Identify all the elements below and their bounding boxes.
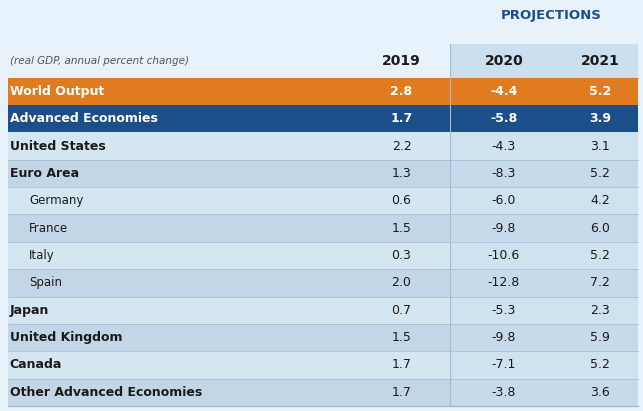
Text: 2021: 2021 [581,54,619,68]
FancyBboxPatch shape [8,269,638,296]
Text: -4.3: -4.3 [492,140,516,152]
FancyBboxPatch shape [449,269,638,296]
Text: 3.6: 3.6 [590,386,610,399]
Text: 7.2: 7.2 [590,276,610,289]
FancyBboxPatch shape [449,132,638,160]
Text: Spain: Spain [29,276,62,289]
Text: -9.8: -9.8 [492,222,516,235]
Text: Germany: Germany [29,194,84,207]
Text: 2.2: 2.2 [392,140,412,152]
Text: 2019: 2019 [382,54,421,68]
FancyBboxPatch shape [449,160,638,187]
FancyBboxPatch shape [449,351,638,379]
Text: -4.4: -4.4 [490,85,518,98]
FancyBboxPatch shape [8,78,638,105]
Text: Japan: Japan [10,304,49,317]
Text: 3.9: 3.9 [589,112,611,125]
Text: -3.8: -3.8 [492,386,516,399]
Text: Other Advanced Economies: Other Advanced Economies [10,386,202,399]
Text: -10.6: -10.6 [488,249,520,262]
Text: World Output: World Output [10,85,104,98]
Text: 1.7: 1.7 [392,358,412,372]
Text: 1.7: 1.7 [392,386,412,399]
Text: -7.1: -7.1 [492,358,516,372]
FancyBboxPatch shape [8,105,638,132]
Text: 1.5: 1.5 [392,331,412,344]
Text: 5.9: 5.9 [590,331,610,344]
Text: -12.8: -12.8 [488,276,520,289]
Text: -5.8: -5.8 [491,112,518,125]
Text: (real GDP, annual percent change): (real GDP, annual percent change) [10,56,188,66]
Text: Euro Area: Euro Area [10,167,79,180]
FancyBboxPatch shape [8,78,638,105]
FancyBboxPatch shape [8,351,638,379]
Text: 5.2: 5.2 [590,358,610,372]
Text: 1.3: 1.3 [392,167,412,180]
Text: 5.2: 5.2 [590,249,610,262]
FancyBboxPatch shape [8,187,638,215]
Text: 5.2: 5.2 [589,85,611,98]
FancyBboxPatch shape [8,105,638,132]
Text: 5.2: 5.2 [590,167,610,180]
Text: United States: United States [10,140,105,152]
Text: 0.7: 0.7 [392,304,412,317]
FancyBboxPatch shape [8,242,638,269]
Text: Advanced Economies: Advanced Economies [10,112,158,125]
Text: United Kingdom: United Kingdom [10,331,122,344]
FancyBboxPatch shape [449,379,638,406]
FancyBboxPatch shape [8,215,638,242]
FancyBboxPatch shape [449,187,638,215]
Text: -5.3: -5.3 [492,304,516,317]
FancyBboxPatch shape [8,379,638,406]
FancyBboxPatch shape [8,296,638,324]
FancyBboxPatch shape [449,242,638,269]
FancyBboxPatch shape [8,160,638,187]
Text: 0.3: 0.3 [392,249,412,262]
Text: -9.8: -9.8 [492,331,516,344]
Text: Canada: Canada [10,358,62,372]
FancyBboxPatch shape [8,132,638,160]
Text: -8.3: -8.3 [492,167,516,180]
Text: -6.0: -6.0 [492,194,516,207]
Text: 4.2: 4.2 [590,194,610,207]
FancyBboxPatch shape [8,324,638,351]
Text: 3.1: 3.1 [590,140,610,152]
FancyBboxPatch shape [449,324,638,351]
Text: France: France [29,222,68,235]
Text: 2.3: 2.3 [590,304,610,317]
Text: 2020: 2020 [485,54,523,68]
Text: 2.8: 2.8 [390,85,413,98]
Text: 1.7: 1.7 [390,112,413,125]
Text: 0.6: 0.6 [392,194,412,207]
FancyBboxPatch shape [449,44,638,78]
FancyBboxPatch shape [449,296,638,324]
Text: PROJECTIONS: PROJECTIONS [500,9,601,22]
Text: 6.0: 6.0 [590,222,610,235]
Text: 1.5: 1.5 [392,222,412,235]
Text: Italy: Italy [29,249,55,262]
Text: 2.0: 2.0 [392,276,412,289]
FancyBboxPatch shape [449,215,638,242]
